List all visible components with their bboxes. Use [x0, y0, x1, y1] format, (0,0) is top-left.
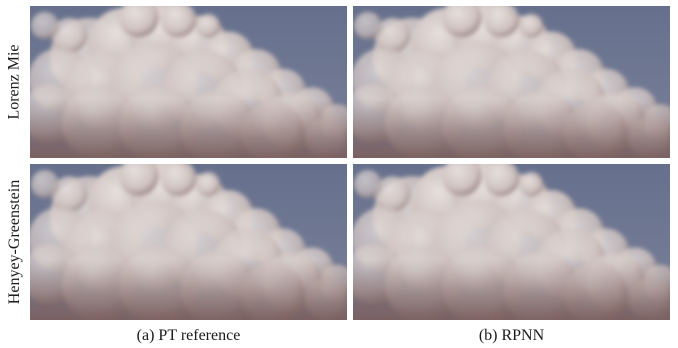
cloud-photo [353, 164, 670, 320]
row-label-text: Henyey-Greenstein [6, 179, 24, 305]
cloud-photo [30, 6, 347, 158]
image-pt-reference-lorenz-mie [30, 6, 347, 158]
image-rpnn-lorenz-mie [353, 6, 670, 158]
caption-pt-reference: (a) PT reference [136, 327, 241, 344]
cloud-photo [353, 6, 670, 158]
caption-rpnn: (b) RPNN [478, 327, 545, 344]
image-pt-reference-henyey-greenstein [30, 164, 347, 320]
cloud-photo [30, 164, 347, 320]
row-label-lorenz-mie: Lorenz Mie [0, 6, 30, 158]
image-rpnn-henyey-greenstein [353, 164, 670, 320]
row-label-text: Lorenz Mie [6, 44, 24, 120]
row-label-henyey-greenstein: Henyey-Greenstein [0, 164, 30, 320]
